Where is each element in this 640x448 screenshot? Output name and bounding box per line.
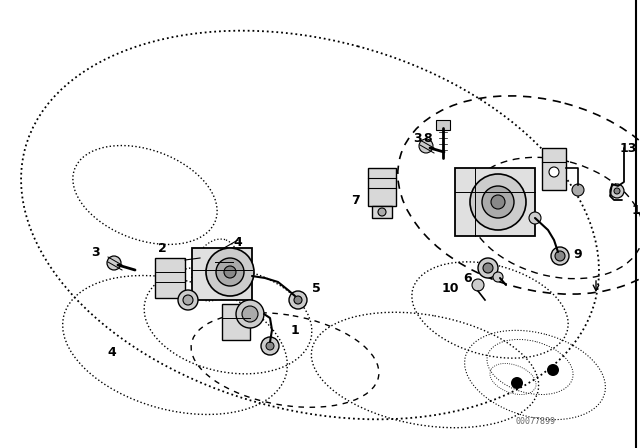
Circle shape — [470, 174, 526, 230]
Text: 9: 9 — [573, 249, 582, 262]
Circle shape — [478, 258, 498, 278]
Circle shape — [483, 263, 493, 273]
Text: 3: 3 — [413, 132, 422, 145]
Circle shape — [493, 272, 503, 282]
Circle shape — [261, 337, 279, 355]
Circle shape — [529, 212, 541, 224]
Circle shape — [378, 208, 386, 216]
Text: 6: 6 — [464, 271, 472, 284]
Circle shape — [555, 251, 565, 261]
Circle shape — [419, 139, 433, 153]
Circle shape — [183, 295, 193, 305]
Text: 00077899: 00077899 — [515, 418, 555, 426]
Text: 3: 3 — [92, 246, 100, 258]
Circle shape — [206, 248, 254, 296]
Circle shape — [107, 256, 121, 270]
Circle shape — [511, 377, 523, 389]
Bar — [222, 304, 250, 340]
Text: 8: 8 — [424, 132, 432, 145]
Text: 11: 11 — [631, 203, 640, 216]
Bar — [215, 250, 233, 275]
Circle shape — [551, 247, 569, 265]
Bar — [192, 248, 252, 300]
Text: 4: 4 — [108, 345, 116, 358]
Text: 1: 1 — [291, 323, 300, 336]
Circle shape — [224, 266, 236, 278]
Circle shape — [266, 342, 274, 350]
Circle shape — [491, 195, 505, 209]
Text: 5: 5 — [312, 281, 321, 294]
Circle shape — [289, 291, 307, 309]
Text: 10: 10 — [441, 281, 459, 294]
Circle shape — [549, 167, 559, 177]
Text: 2: 2 — [157, 241, 166, 254]
Bar — [372, 206, 392, 218]
Bar — [455, 168, 535, 236]
Circle shape — [472, 279, 484, 291]
Circle shape — [547, 364, 559, 376]
Circle shape — [610, 184, 624, 198]
Circle shape — [216, 258, 244, 286]
Circle shape — [614, 188, 620, 194]
Bar — [542, 148, 566, 190]
Bar — [155, 258, 185, 298]
Text: 7: 7 — [351, 194, 360, 207]
Circle shape — [294, 296, 302, 304]
Circle shape — [236, 300, 264, 328]
Circle shape — [178, 290, 198, 310]
Bar — [368, 168, 396, 206]
Circle shape — [482, 186, 514, 218]
Circle shape — [572, 184, 584, 196]
Bar — [436, 120, 450, 130]
Text: 4: 4 — [234, 236, 243, 249]
Text: 13: 13 — [620, 142, 637, 155]
Circle shape — [242, 306, 258, 322]
